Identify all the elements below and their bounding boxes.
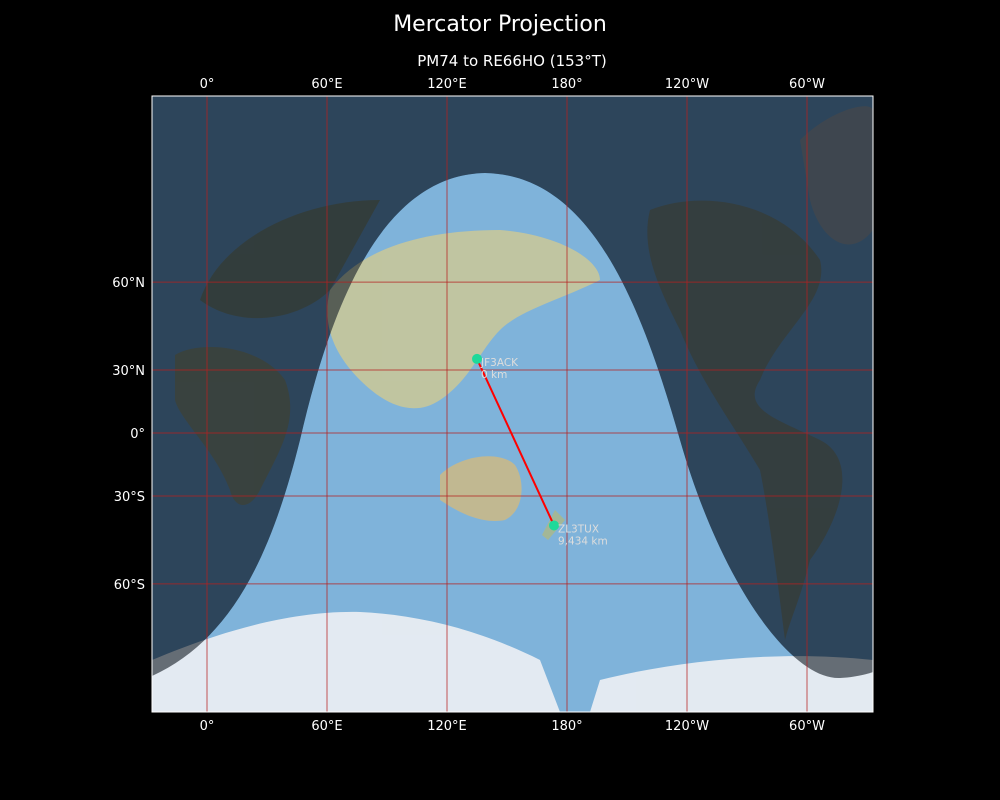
x-tick-label-top: 180° — [551, 77, 582, 92]
station-callsign: ZL3TUX — [558, 523, 599, 535]
map-subtitle: PM74 to RE66HO (153°T) — [417, 52, 607, 70]
x-tick-label-top: 0° — [200, 77, 215, 92]
x-tick-label-bottom: 120°E — [427, 719, 467, 734]
y-tick-label: 60°S — [114, 578, 145, 593]
landmass-antarctica — [152, 611, 873, 712]
station-distance: 0 km — [481, 369, 507, 381]
station-distance: 9,434 km — [558, 535, 608, 547]
x-tick-label-bottom: 120°W — [665, 719, 709, 734]
landmass-asia — [327, 230, 600, 409]
graticule — [152, 96, 873, 712]
x-tick-label-bottom: 60°E — [311, 719, 342, 734]
great-circle-path — [476, 358, 555, 526]
x-tick-label-top: 60°W — [789, 77, 825, 92]
station-callsign: JF3ACK — [480, 357, 519, 369]
x-tick-label-bottom: 180° — [551, 719, 582, 734]
map-frame — [151, 95, 874, 713]
y-tick-label: 30°S — [114, 490, 145, 505]
landmass-australia — [440, 456, 522, 521]
y-tick-label: 0° — [130, 427, 145, 442]
x-tick-label-top: 120°E — [427, 77, 467, 92]
day-region — [152, 173, 873, 712]
x-tick-label-bottom: 0° — [200, 719, 215, 734]
station-marker[interactable] — [472, 353, 482, 364]
y-tick-label: 60°N — [112, 276, 145, 291]
x-tick-label-bottom: 60°W — [789, 719, 825, 734]
figure-title: Mercator Projection — [393, 12, 607, 37]
night-overlay — [152, 96, 873, 679]
x-tick-label-top: 120°W — [665, 77, 709, 92]
x-tick-label-top: 60°E — [311, 77, 342, 92]
y-tick-label: 30°N — [112, 364, 145, 379]
station-marker[interactable] — [549, 520, 559, 531]
